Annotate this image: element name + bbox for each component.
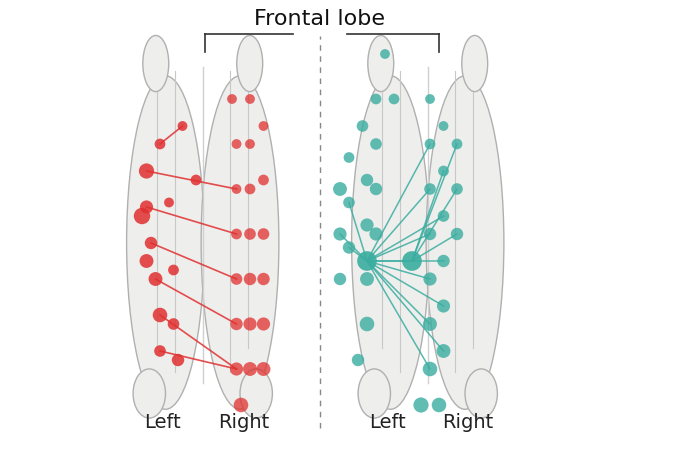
Point bbox=[335, 230, 345, 238]
Point bbox=[452, 185, 462, 193]
Point bbox=[137, 212, 148, 220]
Point bbox=[154, 311, 165, 319]
Point bbox=[371, 95, 381, 103]
Point bbox=[452, 140, 462, 148]
Point bbox=[438, 122, 449, 130]
Point bbox=[438, 212, 449, 220]
Point bbox=[362, 176, 373, 184]
Point bbox=[335, 185, 345, 193]
Ellipse shape bbox=[368, 36, 394, 92]
Point bbox=[141, 167, 152, 175]
Point bbox=[231, 365, 242, 373]
Point bbox=[343, 154, 354, 161]
Point bbox=[362, 275, 373, 283]
Point bbox=[258, 365, 269, 373]
Point bbox=[231, 275, 242, 283]
Point bbox=[438, 347, 449, 355]
Point bbox=[424, 365, 435, 373]
Point bbox=[150, 275, 161, 283]
Point bbox=[231, 140, 242, 148]
Point bbox=[434, 401, 445, 409]
Point bbox=[407, 257, 418, 265]
Point bbox=[371, 185, 381, 193]
Ellipse shape bbox=[465, 369, 497, 418]
Point bbox=[438, 302, 449, 310]
Ellipse shape bbox=[352, 76, 429, 410]
Ellipse shape bbox=[237, 36, 262, 92]
Ellipse shape bbox=[426, 76, 504, 410]
Point bbox=[190, 176, 201, 184]
Point bbox=[388, 95, 399, 103]
Ellipse shape bbox=[201, 76, 279, 410]
Point bbox=[371, 230, 381, 238]
Point bbox=[424, 320, 435, 328]
Text: Frontal lobe: Frontal lobe bbox=[254, 9, 386, 29]
Text: Right: Right bbox=[443, 414, 494, 432]
Point bbox=[415, 401, 426, 409]
Point bbox=[424, 95, 435, 103]
Text: Right: Right bbox=[218, 414, 269, 432]
Point bbox=[173, 356, 184, 364]
Point bbox=[357, 122, 368, 130]
Point bbox=[168, 266, 179, 274]
Point bbox=[438, 167, 449, 175]
Point bbox=[141, 257, 152, 265]
Point bbox=[343, 199, 354, 206]
Point bbox=[258, 122, 269, 130]
Ellipse shape bbox=[133, 369, 165, 418]
Point bbox=[141, 203, 152, 211]
Point bbox=[258, 230, 269, 238]
Point bbox=[352, 356, 363, 364]
Text: Left: Left bbox=[369, 414, 406, 432]
Ellipse shape bbox=[143, 36, 169, 92]
Point bbox=[231, 320, 242, 328]
Point bbox=[362, 320, 373, 328]
Point bbox=[245, 275, 256, 283]
Ellipse shape bbox=[240, 369, 273, 418]
Point bbox=[452, 230, 462, 238]
Text: Left: Left bbox=[144, 414, 181, 432]
Point bbox=[379, 50, 390, 58]
Point bbox=[258, 320, 269, 328]
Ellipse shape bbox=[126, 76, 205, 410]
Point bbox=[362, 257, 373, 265]
Point bbox=[177, 122, 188, 130]
Point bbox=[245, 320, 256, 328]
Point bbox=[168, 320, 179, 328]
Point bbox=[258, 176, 269, 184]
Point bbox=[258, 275, 269, 283]
Point bbox=[335, 275, 345, 283]
Point bbox=[164, 199, 175, 206]
Point bbox=[424, 275, 435, 283]
Point bbox=[371, 140, 381, 148]
Point bbox=[245, 185, 256, 193]
Point bbox=[424, 140, 435, 148]
Point bbox=[245, 140, 256, 148]
Point bbox=[235, 401, 246, 409]
Ellipse shape bbox=[462, 36, 488, 92]
Point bbox=[362, 221, 373, 229]
Point bbox=[343, 244, 354, 251]
Point bbox=[424, 185, 435, 193]
Point bbox=[154, 347, 165, 355]
Point bbox=[245, 230, 256, 238]
Point bbox=[226, 95, 237, 103]
Point bbox=[146, 239, 156, 247]
Point bbox=[438, 257, 449, 265]
Point bbox=[231, 185, 242, 193]
Point bbox=[231, 230, 242, 238]
Point bbox=[245, 95, 256, 103]
Point bbox=[424, 230, 435, 238]
Ellipse shape bbox=[358, 369, 390, 418]
Point bbox=[154, 140, 165, 148]
Point bbox=[245, 365, 256, 373]
